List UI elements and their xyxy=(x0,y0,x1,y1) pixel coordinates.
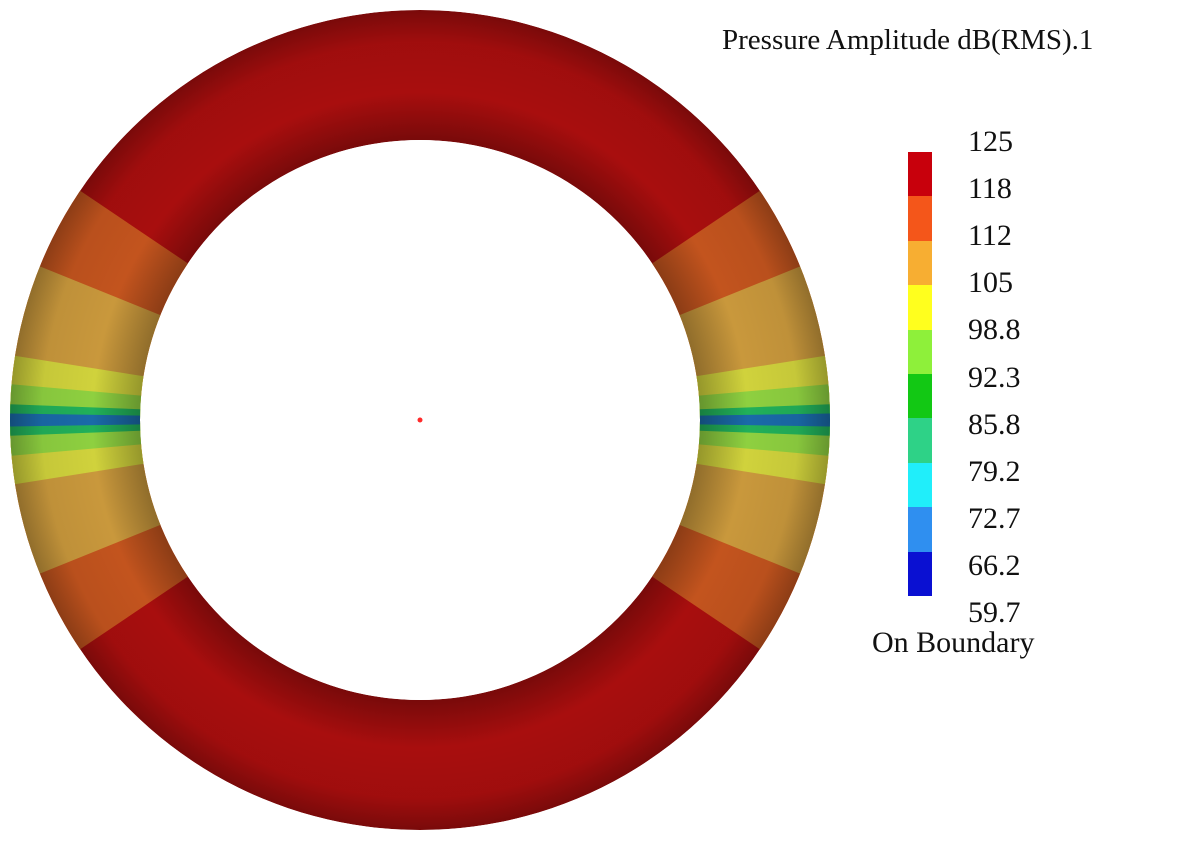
legend-tick-label: 98.8 xyxy=(968,313,1021,347)
legend-tick-label: 125 xyxy=(968,125,1013,158)
legend-swatch-1 xyxy=(908,152,932,197)
pressure-ring-figure xyxy=(9,10,830,830)
legend-swatch-8 xyxy=(908,462,932,508)
legend-tick-label: 85.8 xyxy=(968,407,1021,441)
legend-tick-label: 118 xyxy=(968,172,1012,206)
legend-tick-label: 92.3 xyxy=(968,360,1021,394)
legend-footer: On Boundary xyxy=(872,626,1035,659)
legend-swatch-7 xyxy=(908,418,932,464)
legend-tick-label: 72.7 xyxy=(968,501,1021,535)
legend-tick-label: 66.2 xyxy=(968,548,1021,582)
legend-color-bar xyxy=(908,152,932,597)
legend-swatch-5 xyxy=(908,329,932,375)
legend-swatch-6 xyxy=(908,374,932,419)
legend-tick-label: 59.7 xyxy=(968,596,1021,629)
legend-tick-label: 112 xyxy=(968,219,1012,253)
legend-tick-label: 105 xyxy=(968,266,1013,300)
legend-tick-label: 79.2 xyxy=(968,454,1021,488)
legend-swatch-9 xyxy=(908,507,932,553)
center-point-marker xyxy=(417,417,423,423)
legend-swatch-3 xyxy=(908,240,932,286)
ring xyxy=(9,10,830,830)
ring-shading xyxy=(9,10,830,830)
legend-title: Pressure Amplitude dB(RMS).1 xyxy=(722,24,1094,56)
legend-swatch-2 xyxy=(908,196,932,242)
legend-swatch-10 xyxy=(908,551,932,597)
legend-swatch-4 xyxy=(908,285,932,331)
